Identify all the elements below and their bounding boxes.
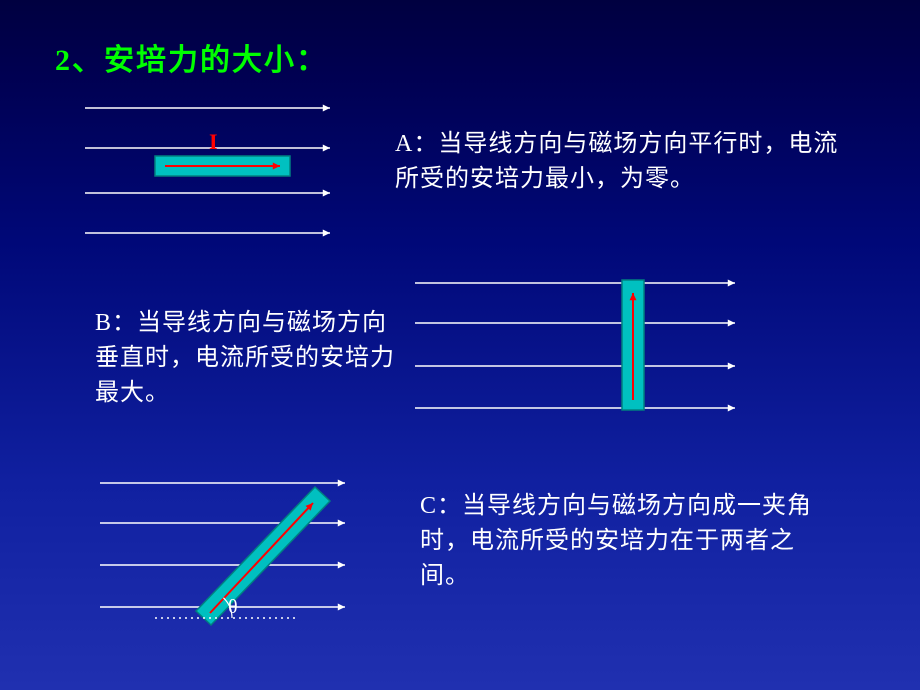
diagram-parallel: I: [85, 93, 365, 243]
case-b-text: B：当导线方向与磁场方向垂直时，电流所受的安培力最大。: [95, 306, 395, 410]
diagram-angle: θ: [100, 465, 380, 645]
title-text: 安培力的大小：: [104, 44, 328, 77]
diagram-angle-svg: θ: [100, 465, 380, 645]
slide-title: 2、安培力的大小：: [55, 35, 328, 79]
slide: 2、安培力的大小： I A：当导线方向与磁场方向平行时，电流所受的安培力最小，为…: [0, 0, 920, 690]
title-number: 2、: [55, 44, 104, 77]
diagram-perpendicular: [415, 268, 765, 438]
case-a-text: A：当导线方向与磁场方向平行时，电流所受的安培力最小，为零。: [395, 127, 845, 197]
diagram-perpendicular-svg: [415, 268, 765, 438]
svg-text:θ: θ: [228, 596, 238, 618]
svg-text:I: I: [209, 129, 218, 154]
case-c-text: C：当导线方向与磁场方向成一夹角时，电流所受的安培力在于两者之间。: [420, 489, 840, 593]
diagram-parallel-svg: I: [85, 93, 365, 243]
